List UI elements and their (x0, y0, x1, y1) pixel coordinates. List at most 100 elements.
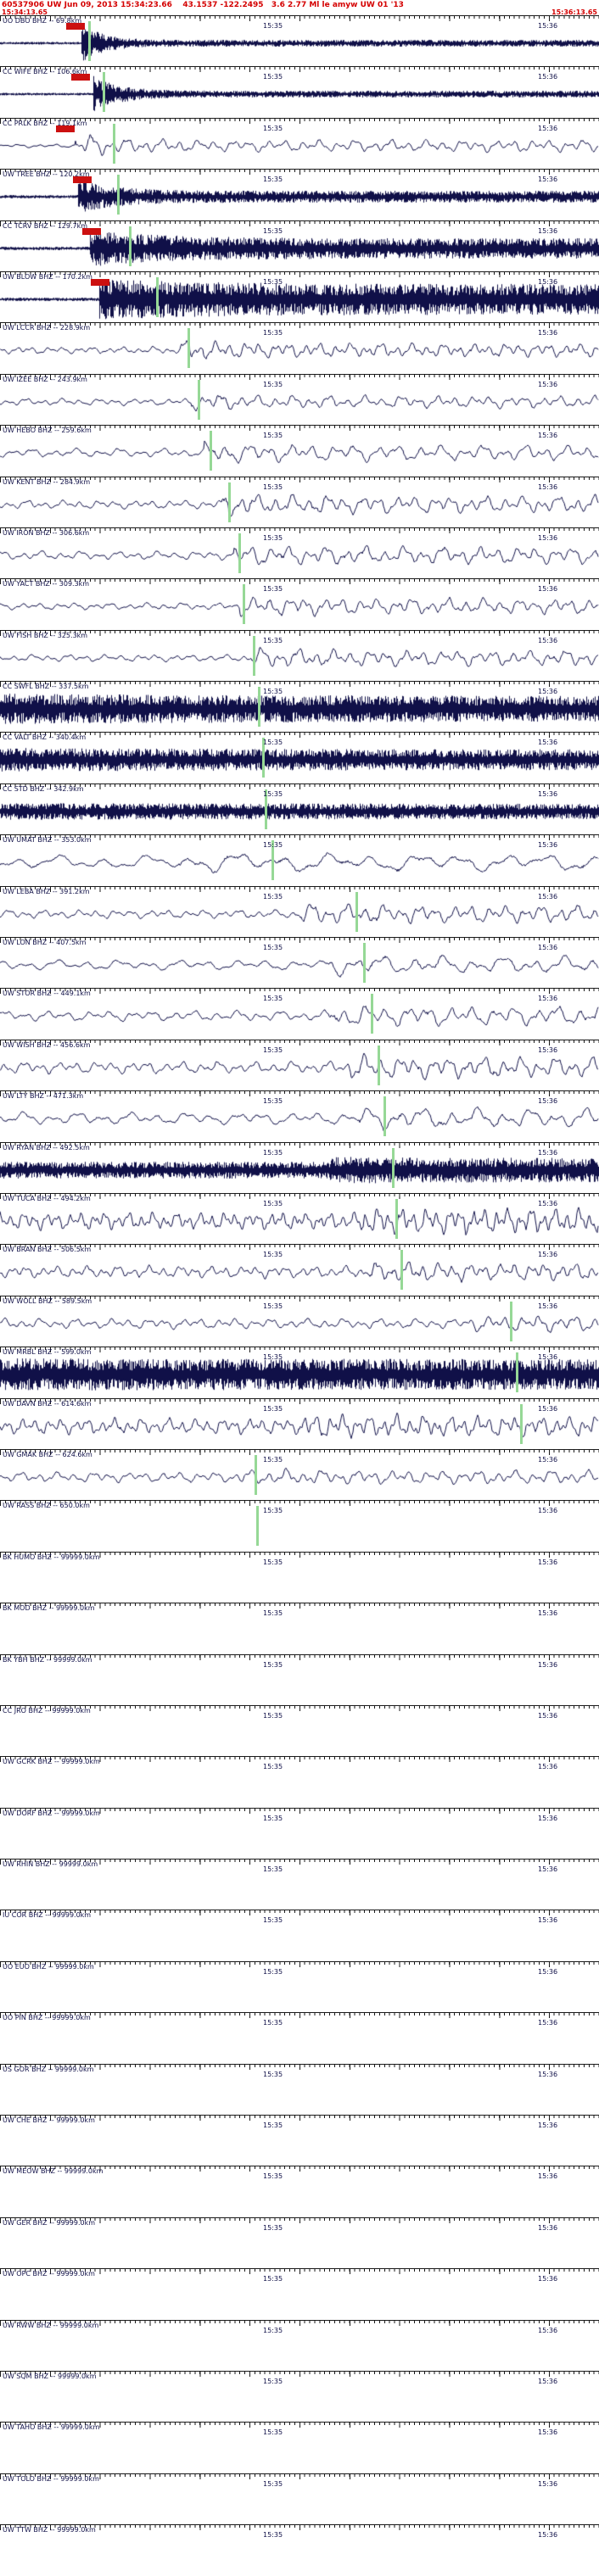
s-pick-marker[interactable] (156, 276, 159, 317)
s-pick-marker[interactable] (392, 1147, 395, 1188)
waveform-canvas[interactable] (0, 1402, 599, 1449)
waveform-canvas[interactable] (0, 174, 599, 220)
waveform-canvas[interactable] (0, 1096, 599, 1142)
waveform-canvas[interactable] (0, 1915, 599, 1961)
s-pick-marker[interactable] (238, 532, 241, 573)
waveform-canvas[interactable] (0, 634, 599, 681)
waveform-canvas[interactable] (0, 1505, 599, 1552)
waveform-canvas[interactable] (0, 839, 599, 886)
waveform-canvas[interactable] (0, 1812, 599, 1859)
waveform-canvas[interactable] (0, 2017, 599, 2064)
time-ruler (0, 1141, 599, 1149)
waveform-canvas[interactable] (0, 583, 599, 630)
waveform-canvas[interactable] (0, 122, 599, 169)
s-pick-marker[interactable] (520, 1403, 523, 1444)
waveform-canvas[interactable] (0, 2273, 599, 2320)
waveform-canvas[interactable] (0, 1965, 599, 2012)
waveform-canvas[interactable] (0, 71, 599, 118)
waveform-canvas[interactable] (0, 2068, 599, 2115)
waveform-canvas[interactable] (0, 1352, 599, 1398)
waveform-canvas[interactable] (0, 2427, 599, 2473)
s-pick-marker[interactable] (103, 72, 105, 113)
p-pick-flag[interactable] (71, 74, 90, 81)
s-pick-marker[interactable] (210, 431, 212, 471)
waveform-canvas[interactable] (0, 1453, 599, 1500)
minute-label: 15:36 (538, 1251, 558, 1259)
waveform-canvas[interactable] (0, 890, 599, 937)
s-pick-marker[interactable] (371, 994, 373, 1034)
s-pick-marker[interactable] (228, 482, 231, 522)
s-pick-marker[interactable] (355, 891, 358, 932)
s-pick-marker[interactable] (253, 635, 255, 676)
waveform-canvas[interactable] (0, 686, 599, 733)
p-pick-flag[interactable] (82, 227, 101, 235)
waveform-canvas[interactable] (0, 532, 599, 578)
waveform-canvas[interactable] (0, 276, 599, 322)
s-pick-marker[interactable] (262, 738, 265, 778)
waveform-canvas[interactable] (0, 1608, 599, 1654)
station-label: BK MOD BHZ -- 99999.0km (3, 1604, 95, 1613)
s-pick-marker[interactable] (258, 687, 260, 728)
waveform-canvas[interactable] (0, 1709, 599, 1756)
s-pick-marker[interactable] (243, 584, 245, 625)
waveform-canvas[interactable] (0, 2171, 599, 2217)
waveform-canvas[interactable] (0, 1864, 599, 1910)
waveform-canvas[interactable] (0, 993, 599, 1040)
waveform-canvas[interactable] (0, 1044, 599, 1090)
event-summary: 60537906 UW Jun 09, 2013 15:34:23.66 43.… (2, 1, 404, 9)
s-pick-marker[interactable] (188, 328, 190, 369)
waveform-canvas[interactable] (0, 1556, 599, 1603)
waveform-canvas[interactable] (0, 430, 599, 477)
s-pick-marker[interactable] (117, 175, 120, 215)
p-pick-flag[interactable] (73, 176, 92, 184)
s-pick-marker[interactable] (510, 1301, 512, 1341)
s-pick-marker[interactable] (400, 1250, 403, 1291)
waveform-canvas[interactable] (0, 2222, 599, 2268)
p-pick-flag[interactable] (56, 125, 75, 132)
ten-second-ticks (0, 2320, 599, 2326)
s-pick-marker[interactable] (516, 1352, 518, 1393)
s-pick-marker[interactable] (198, 379, 200, 420)
s-pick-marker[interactable] (113, 123, 115, 164)
s-pick-marker[interactable] (378, 1045, 380, 1085)
waveform-canvas[interactable] (0, 1300, 599, 1347)
waveform-canvas[interactable] (0, 2120, 599, 2166)
waveform-canvas[interactable] (0, 481, 599, 527)
waveform-canvas[interactable] (0, 1146, 599, 1193)
s-pick-marker[interactable] (129, 226, 132, 266)
minute-label: 15:35 (263, 2122, 283, 2130)
waveform-canvas[interactable] (0, 788, 599, 834)
waveform-canvas[interactable] (0, 2375, 599, 2422)
p-pick-flag[interactable] (66, 23, 85, 30)
minute-label: 15:35 (263, 1609, 283, 1618)
waveform-canvas[interactable] (0, 1761, 599, 1808)
waveform-canvas[interactable] (0, 20, 599, 66)
s-pick-marker[interactable] (383, 1096, 386, 1137)
station-label: UO EUO BHZ -- 99999.0km (3, 1962, 94, 1971)
minute-label: 15:36 (538, 1097, 558, 1106)
ten-second-ticks (0, 1603, 599, 1609)
waveform-canvas[interactable] (0, 327, 599, 374)
s-pick-marker[interactable] (272, 840, 274, 881)
s-pick-marker[interactable] (363, 943, 366, 984)
waveform-canvas[interactable] (0, 2529, 599, 2576)
waveform-canvas[interactable] (0, 737, 599, 783)
waveform-canvas[interactable] (0, 942, 599, 989)
s-pick-marker[interactable] (265, 789, 267, 829)
waveform-canvas[interactable] (0, 1659, 599, 1705)
waveform-canvas[interactable] (0, 1197, 599, 1244)
trace-row: UW BRAN BHZ -- 506.5km 15:35 15:36 (0, 1244, 599, 1296)
waveform-canvas[interactable] (0, 1249, 599, 1296)
p-pick-flag[interactable] (91, 278, 109, 286)
waveform-canvas[interactable] (0, 2324, 599, 2371)
s-pick-marker[interactable] (88, 21, 91, 61)
waveform-canvas[interactable] (0, 2478, 599, 2524)
minute-label: 15:36 (538, 73, 558, 81)
minute-label: 15:35 (263, 688, 283, 696)
s-pick-marker[interactable] (256, 1506, 259, 1547)
s-pick-marker[interactable] (395, 1198, 398, 1239)
waveform-canvas[interactable] (0, 378, 599, 425)
minute-label: 15:35 (263, 1404, 283, 1413)
s-pick-marker[interactable] (255, 1454, 257, 1495)
time-ruler (0, 270, 599, 278)
